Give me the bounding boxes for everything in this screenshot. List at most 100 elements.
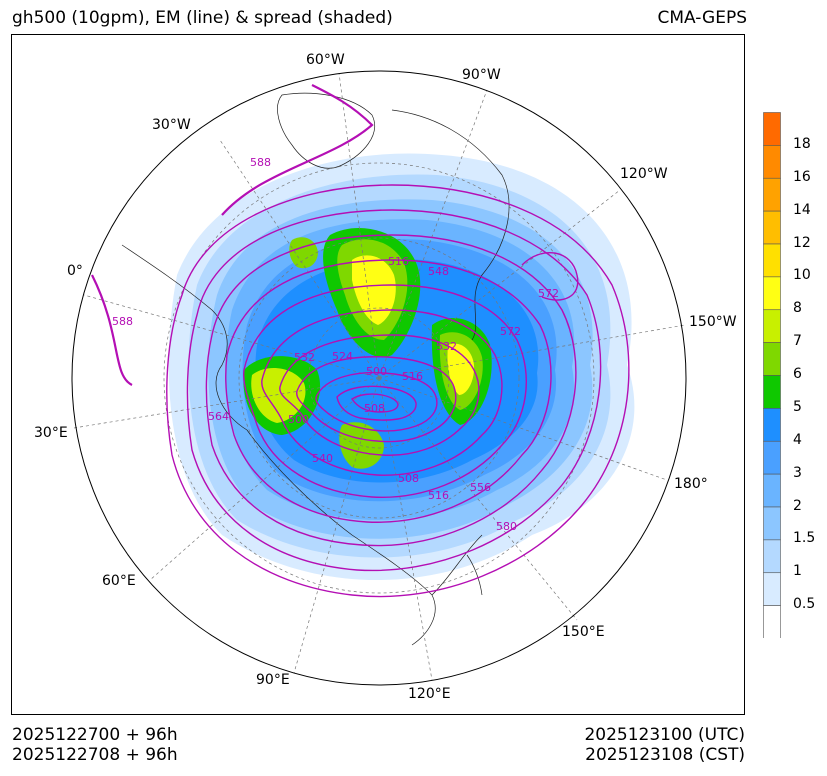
contour-label: 572 xyxy=(538,287,559,300)
colorbar-cell xyxy=(763,473,781,508)
colorbar-tick-label: 2 xyxy=(793,497,802,514)
contour-label: 532 xyxy=(436,340,457,353)
colorbar-tick-label: 1 xyxy=(793,563,802,580)
lon-label-120e: 120°E xyxy=(408,686,451,702)
contour-516 xyxy=(315,371,438,432)
lon-label-0: 0° xyxy=(67,263,83,279)
contour-label: 588 xyxy=(250,156,271,169)
lon-label-30w: 30°W xyxy=(152,117,191,133)
contour-ridge-right xyxy=(521,251,579,301)
contour-label: 516 xyxy=(428,489,449,502)
footer-right: 2025123100 (UTC) 2025123108 (CST) xyxy=(584,725,745,765)
contour-label: 516 xyxy=(402,370,423,383)
spread-shading xyxy=(168,153,635,580)
lon-label-30e: 30°E xyxy=(34,425,68,441)
contour-524 xyxy=(296,356,457,443)
valid-time-cst: 2025123108 (CST) xyxy=(585,745,745,765)
spread-7-left xyxy=(251,368,306,423)
contour-label: 540 xyxy=(312,452,333,465)
contour-572 xyxy=(186,209,602,572)
colorbar-cell xyxy=(763,375,781,409)
coast-japan xyxy=(466,554,483,596)
contour-508 xyxy=(336,385,417,421)
colorbar xyxy=(763,112,781,638)
colorbar-cell xyxy=(763,408,781,442)
colorbar-tick-label: 6 xyxy=(793,366,802,382)
lon-label-90w: 90°W xyxy=(462,67,501,83)
contour-label: 572 xyxy=(500,325,521,338)
colorbar-tick-label: 18 xyxy=(793,135,811,152)
longitude-labels: 60°W 90°W 30°W 120°W 0° 150°W 30°E 180° … xyxy=(34,52,737,702)
contour-540 xyxy=(261,309,503,476)
contour-label: 580 xyxy=(496,520,517,533)
colorbar-cell xyxy=(763,506,781,541)
lon-label-150e: 150°E xyxy=(562,624,605,640)
contour-label: 588 xyxy=(112,315,133,328)
footer-left: 2025122700 + 96h 2025122708 + 96h xyxy=(12,725,178,765)
contour-label: 524 xyxy=(332,350,353,363)
contour-532 xyxy=(279,334,480,456)
map-boundary xyxy=(71,70,687,686)
contour-label: 500 xyxy=(366,365,387,378)
lon-label-180: 180° xyxy=(674,476,708,492)
colorbar-tick-label: 12 xyxy=(793,234,811,251)
colorbar-tick-label: 1.5 xyxy=(793,530,816,547)
colorbar-cell xyxy=(763,145,781,179)
lon-label-60e: 60°E xyxy=(102,573,136,589)
colorbar-tick-label: 4 xyxy=(793,431,802,448)
spread-4 xyxy=(255,259,539,483)
lon-label-120w: 120°W xyxy=(620,166,668,182)
colorbar-cell xyxy=(763,112,781,146)
init-time-utc: 2025122700 + 96h xyxy=(12,725,178,745)
colorbar-tick-label: 0.5 xyxy=(793,596,816,613)
contour-label: 500 xyxy=(288,413,309,426)
colorbar-cell xyxy=(763,342,781,376)
contour-588 xyxy=(91,84,374,386)
coast-europe xyxy=(121,244,248,431)
colorbar-cell xyxy=(763,605,781,638)
contour-labels: 588 588 516 548 572 572 532 524 532 500 … xyxy=(112,156,559,533)
polar-map: 60°W 90°W 30°W 120°W 0° 150°W 30°E 180° … xyxy=(34,52,737,702)
colorbar-tick-label: 3 xyxy=(793,464,802,481)
contour-564 xyxy=(205,234,577,547)
colorbar-tick-label: 7 xyxy=(793,333,802,350)
colorbar-cell xyxy=(763,210,781,245)
contour-label: 508 xyxy=(364,402,385,415)
contour-580 xyxy=(166,184,630,598)
spread-8-right xyxy=(447,343,475,395)
colorbar-tick-label: 10 xyxy=(793,267,811,284)
contour-label: 516 xyxy=(388,255,409,268)
graticule xyxy=(73,72,686,681)
colorbar-cell xyxy=(763,539,781,574)
colorbar-tick-label: 8 xyxy=(793,300,802,317)
colorbar-cell xyxy=(763,309,781,343)
colorbar-cell xyxy=(763,440,781,475)
contours xyxy=(91,84,630,598)
colorbar-tick-label: 16 xyxy=(793,168,811,185)
colorbar-tick-label: 14 xyxy=(793,201,811,218)
coast-asia xyxy=(246,429,436,646)
coast-east-asia xyxy=(431,534,483,596)
contour-label: 532 xyxy=(294,351,315,364)
spread-8-top xyxy=(352,255,396,325)
colorbar-cell xyxy=(763,572,781,606)
lon-label-150w: 150°W xyxy=(689,314,737,330)
init-time-cst: 2025122708 + 96h xyxy=(12,745,178,765)
contour-label: 564 xyxy=(208,410,229,423)
contour-548 xyxy=(242,284,528,498)
title-left: gh500 (10gpm), EM (line) & spread (shade… xyxy=(12,8,393,28)
lon-label-90e: 90°E xyxy=(256,672,290,688)
colorbar-tick-label: 5 xyxy=(793,398,802,415)
colorbar-cell xyxy=(763,177,781,212)
map-frame: 60°W 90°W 30°W 120°W 0° 150°W 30°E 180° … xyxy=(11,34,745,715)
contour-500 xyxy=(351,393,399,413)
colorbar-cell xyxy=(763,243,781,278)
coast-greenland xyxy=(277,92,375,169)
valid-time-utc: 2025123100 (UTC) xyxy=(584,725,745,745)
lon-label-60w: 60°W xyxy=(306,52,345,68)
contour-label: 508 xyxy=(398,472,419,485)
colorbar-cell xyxy=(763,276,781,311)
contour-label: 556 xyxy=(470,481,491,494)
contour-label: 548 xyxy=(428,265,449,278)
title-right: CMA-GEPS xyxy=(657,8,747,28)
